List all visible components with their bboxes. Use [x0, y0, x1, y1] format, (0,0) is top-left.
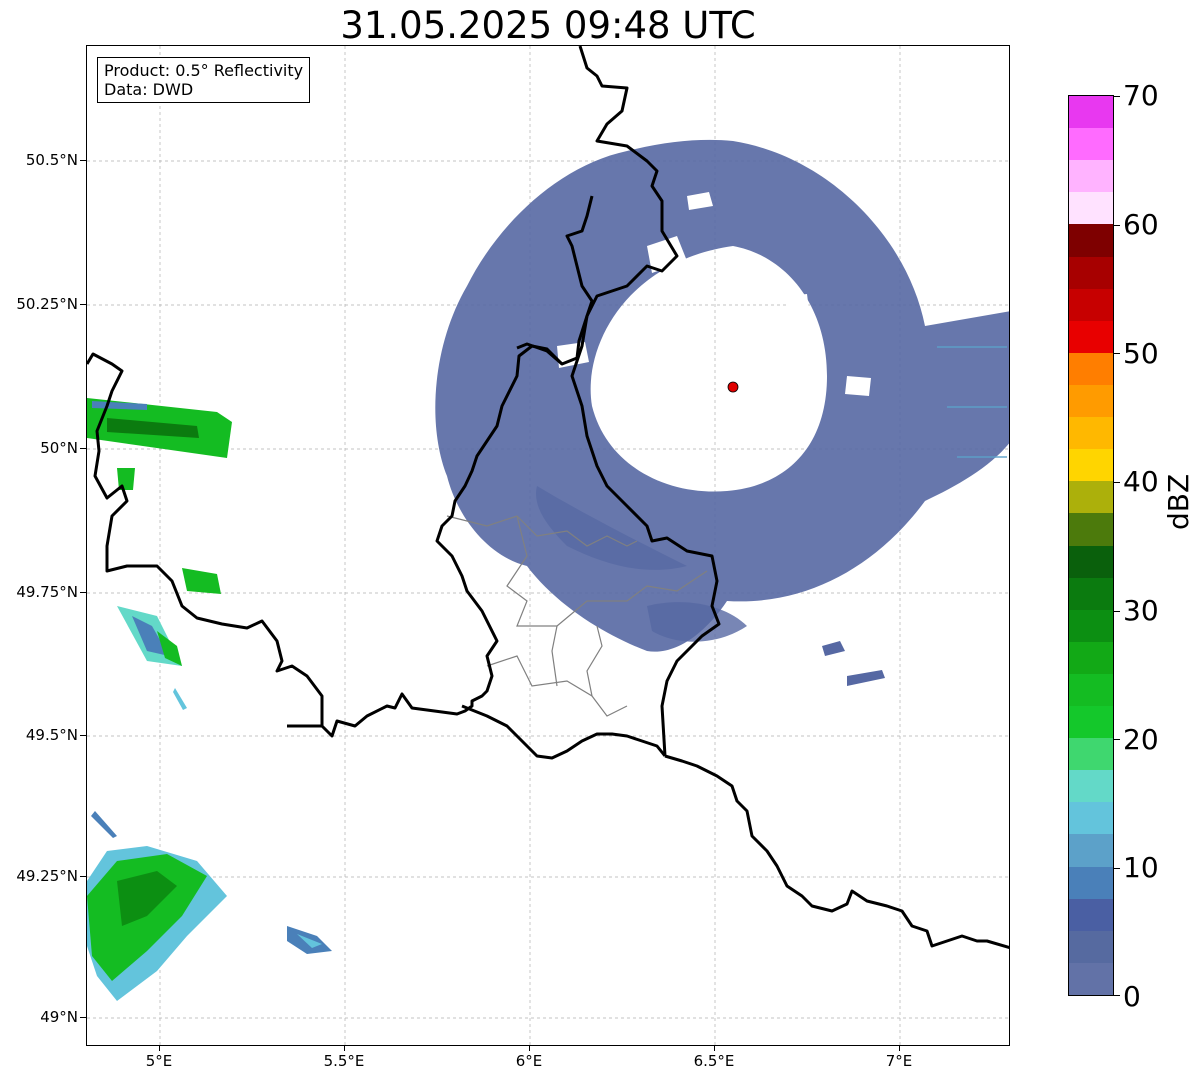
colorbar-segment: [1069, 769, 1113, 803]
colorbar-segment: [1069, 801, 1113, 835]
lon-tick: [344, 1046, 345, 1051]
colorbar-segment: [1069, 609, 1113, 642]
lon-label: 5°E: [145, 1052, 173, 1070]
lat-tick: [80, 735, 86, 736]
colorbar-segment: [1069, 705, 1113, 739]
lat-tick: [80, 160, 86, 161]
colorbar-tick-label: 40: [1123, 465, 1159, 498]
colorbar-tick: [1114, 995, 1120, 996]
lat-label: 50°N: [40, 439, 78, 457]
colorbar-tick-label: 10: [1123, 851, 1159, 884]
country-borders: [87, 46, 1009, 949]
colorbar-tick: [1114, 739, 1120, 740]
colorbar: [1068, 95, 1114, 996]
lon-label: 7°E: [885, 1052, 913, 1070]
colorbar-segment: [1069, 320, 1113, 353]
colorbar-segment: [1069, 159, 1113, 193]
colorbar-tick-label: 50: [1123, 337, 1159, 370]
colorbar-tick-label: 60: [1123, 208, 1159, 241]
colorbar-tick: [1114, 611, 1120, 612]
colorbar-segment: [1069, 737, 1113, 771]
lat-label: 49°N: [40, 1008, 78, 1026]
lat-label: 49.5°N: [25, 726, 78, 744]
lon-tick: [899, 1046, 900, 1051]
colorbar-segment: [1069, 416, 1113, 450]
lon-tick: [714, 1046, 715, 1051]
colorbar-segment: [1069, 256, 1113, 289]
lat-tick: [80, 448, 86, 449]
map-title: 31.05.2025 09:48 UTC: [340, 4, 756, 47]
colorbar-segment: [1069, 127, 1113, 161]
radar-echo-field: [435, 139, 1009, 686]
lat-label: 50.5°N: [25, 151, 78, 169]
colorbar-tick: [1114, 225, 1120, 226]
info-data-source: Data: DWD: [104, 80, 194, 99]
colorbar-segment: [1069, 898, 1113, 931]
colorbar-tick: [1114, 353, 1120, 354]
colorbar-segment: [1069, 448, 1113, 482]
lon-label: 6.5°E: [693, 1052, 735, 1070]
colorbar-segment: [1069, 223, 1113, 257]
lat-label: 49.75°N: [16, 583, 78, 601]
radar-map[interactable]: [86, 45, 1010, 1046]
colorbar-segment: [1069, 480, 1113, 514]
colorbar-segment: [1069, 512, 1113, 546]
admin-boundaries: [446, 515, 708, 717]
colorbar-segment: [1069, 95, 1113, 129]
lat-tick: [80, 1017, 86, 1018]
colorbar-tick-label: 0: [1123, 980, 1141, 1013]
precipitation-band-west: [87, 398, 232, 710]
precipitation-cluster-southwest: [87, 811, 332, 1001]
lon-label: 5.5°E: [323, 1052, 365, 1070]
colorbar-tick: [1114, 482, 1120, 483]
colorbar-segment: [1069, 384, 1113, 418]
lat-label: 50.25°N: [16, 295, 78, 313]
colorbar-segment: [1069, 545, 1113, 578]
info-product: Product: 0.5° Reflectivity: [104, 61, 304, 80]
colorbar-segment: [1069, 352, 1113, 385]
colorbar-segment: [1069, 866, 1113, 899]
colorbar-segment: [1069, 930, 1113, 963]
lat-tick: [80, 592, 86, 593]
colorbar-segment: [1069, 641, 1113, 674]
lat-tick: [80, 304, 86, 305]
lat-label: 49.25°N: [16, 867, 78, 885]
colorbar-segment: [1069, 962, 1113, 995]
map-canvas: [87, 46, 1009, 1045]
colorbar-segment: [1069, 191, 1113, 225]
colorbar-segment: [1069, 673, 1113, 707]
colorbar-tick-label: 70: [1123, 79, 1159, 112]
colorbar-tick: [1114, 868, 1120, 869]
colorbar-unit: dBZ: [1162, 473, 1195, 530]
radar-site-marker[interactable]: [727, 381, 739, 393]
colorbar-tick-label: 20: [1123, 723, 1159, 756]
colorbar-segment: [1069, 833, 1113, 867]
colorbar-segment: [1069, 288, 1113, 321]
lon-tick: [159, 1046, 160, 1051]
info-box: Product: 0.5° Reflectivity Data: DWD: [97, 57, 311, 103]
lat-tick: [80, 876, 86, 877]
lon-label: 6°E: [515, 1052, 543, 1070]
colorbar-tick: [1114, 96, 1120, 97]
colorbar-segment: [1069, 577, 1113, 610]
colorbar-tick-label: 30: [1123, 594, 1159, 627]
lon-tick: [529, 1046, 530, 1051]
